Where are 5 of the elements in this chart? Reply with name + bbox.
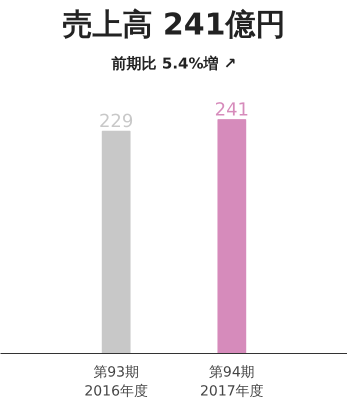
x-tick-label: 第93期 2016年度 <box>84 364 148 400</box>
chart-title: 売上高 241億円 <box>62 8 286 42</box>
x-tick-label: 第94期 2017年度 <box>200 364 264 400</box>
data-label: 241 <box>214 100 250 121</box>
chart-subtitle: 前期比 5.4%増 ↗ <box>110 54 236 72</box>
